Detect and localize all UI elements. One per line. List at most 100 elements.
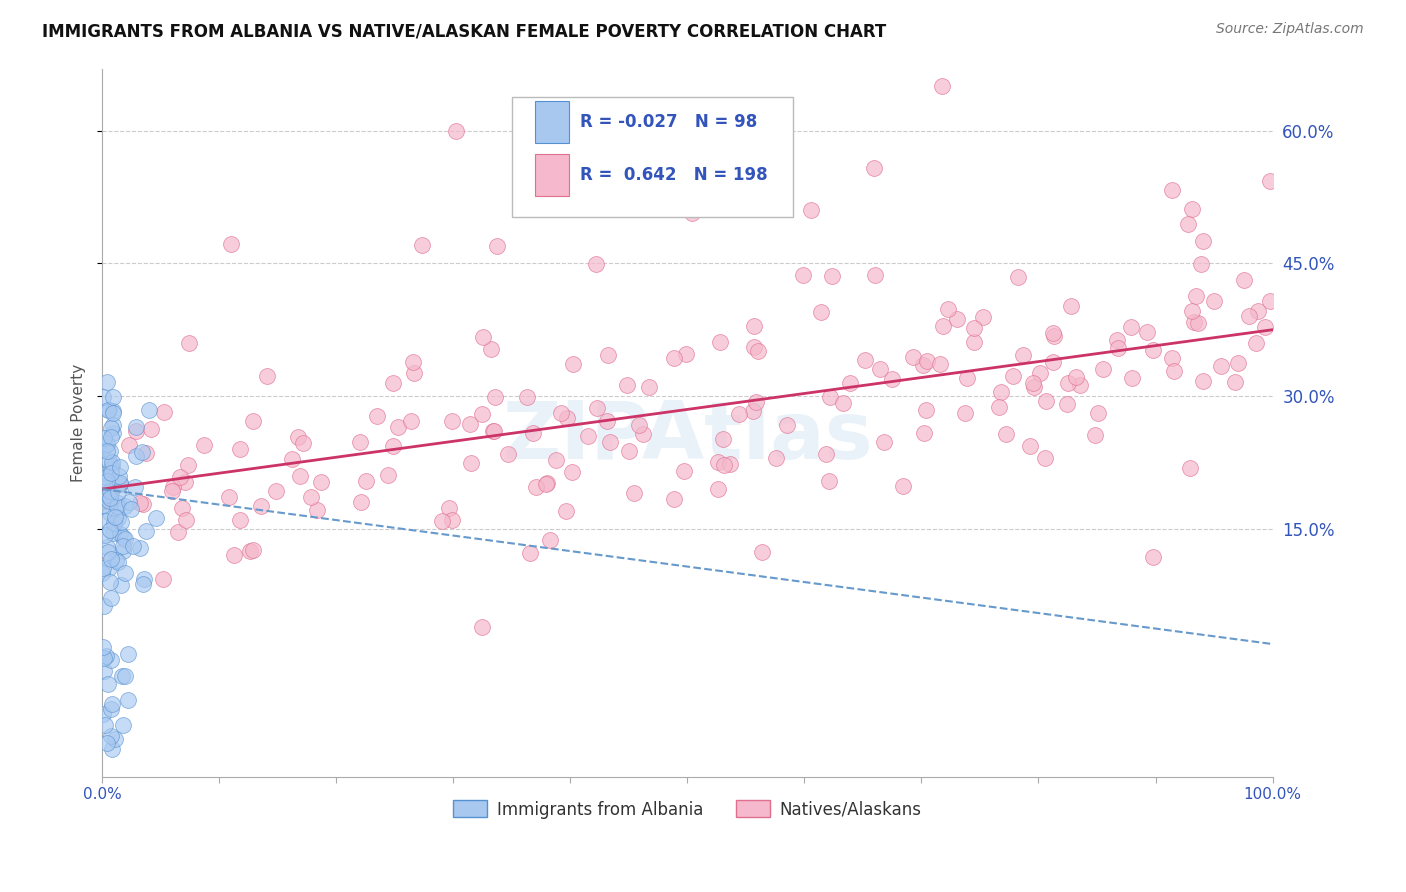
Point <box>1177 217 1199 231</box>
Point <box>990 384 1012 399</box>
Point <box>536 475 558 490</box>
Point <box>1163 364 1185 378</box>
Point <box>1056 397 1078 411</box>
Point <box>98 523 121 537</box>
Point <box>616 378 638 392</box>
Point <box>98 484 121 499</box>
Point <box>349 435 371 450</box>
Point <box>430 514 453 528</box>
Point <box>988 400 1011 414</box>
Point <box>100 702 122 716</box>
Point <box>1181 202 1204 216</box>
Point <box>114 500 136 514</box>
Point <box>242 414 264 428</box>
Point <box>382 376 405 391</box>
Point <box>112 718 135 732</box>
Point <box>1227 355 1250 369</box>
Point <box>1042 355 1064 369</box>
Point <box>242 542 264 557</box>
Point <box>1258 293 1281 308</box>
Point <box>1092 362 1115 376</box>
Point <box>114 669 136 683</box>
Point <box>125 449 148 463</box>
Point <box>101 390 124 404</box>
Point <box>108 460 131 475</box>
Point <box>709 334 731 349</box>
Point <box>112 539 135 553</box>
Point <box>1192 234 1215 248</box>
Point <box>742 319 765 334</box>
Point <box>619 444 641 458</box>
Point <box>122 539 145 553</box>
Point <box>963 320 986 334</box>
Point <box>486 239 509 253</box>
Point <box>107 496 129 510</box>
Point <box>936 301 959 316</box>
Text: R =  0.642   N = 198: R = 0.642 N = 198 <box>579 166 768 184</box>
Point <box>479 342 502 356</box>
Point <box>139 422 162 436</box>
Point <box>93 493 115 508</box>
Point <box>1260 174 1282 188</box>
Point <box>101 406 124 420</box>
Point <box>135 446 157 460</box>
Point <box>1029 367 1052 381</box>
Point <box>105 500 128 514</box>
Point <box>963 335 986 350</box>
Point <box>1024 379 1046 393</box>
Point <box>1107 333 1129 347</box>
Point <box>555 504 578 518</box>
Point <box>103 516 125 530</box>
Point <box>100 461 122 475</box>
Point <box>810 305 832 319</box>
Point <box>402 355 425 369</box>
Point <box>124 480 146 494</box>
Point <box>399 414 422 428</box>
Point <box>93 664 115 678</box>
Point <box>1069 378 1091 392</box>
Point <box>880 372 903 386</box>
Point <box>100 729 122 743</box>
Point <box>193 438 215 452</box>
Point <box>1136 325 1159 339</box>
Point <box>853 353 876 368</box>
Point <box>1246 303 1268 318</box>
Point <box>382 439 405 453</box>
Point <box>111 530 134 544</box>
Point <box>1180 304 1202 318</box>
Point <box>728 407 751 421</box>
Point <box>162 483 184 498</box>
Point <box>105 552 128 566</box>
Point <box>229 513 252 527</box>
Point <box>145 511 167 525</box>
Point <box>1161 183 1184 197</box>
Point <box>91 473 114 487</box>
Point <box>131 444 153 458</box>
FancyBboxPatch shape <box>536 154 569 195</box>
Point <box>444 124 467 138</box>
Point <box>932 319 955 334</box>
Point <box>100 485 122 500</box>
Point <box>484 390 506 404</box>
Point <box>1033 450 1056 465</box>
Point <box>945 311 967 326</box>
Point <box>91 499 114 513</box>
Point <box>914 403 936 417</box>
Point <box>538 533 561 548</box>
Point <box>100 591 122 605</box>
Point <box>118 437 141 451</box>
Point <box>98 506 121 520</box>
Point <box>664 491 686 506</box>
Point <box>931 78 953 93</box>
Point <box>219 237 242 252</box>
Point <box>631 427 654 442</box>
Point <box>291 435 314 450</box>
Point <box>1057 376 1080 391</box>
Point <box>104 731 127 746</box>
Point <box>377 467 399 482</box>
Point <box>121 502 143 516</box>
Point <box>544 453 567 467</box>
Point <box>354 474 377 488</box>
Point <box>437 500 460 515</box>
Point <box>96 444 118 458</box>
